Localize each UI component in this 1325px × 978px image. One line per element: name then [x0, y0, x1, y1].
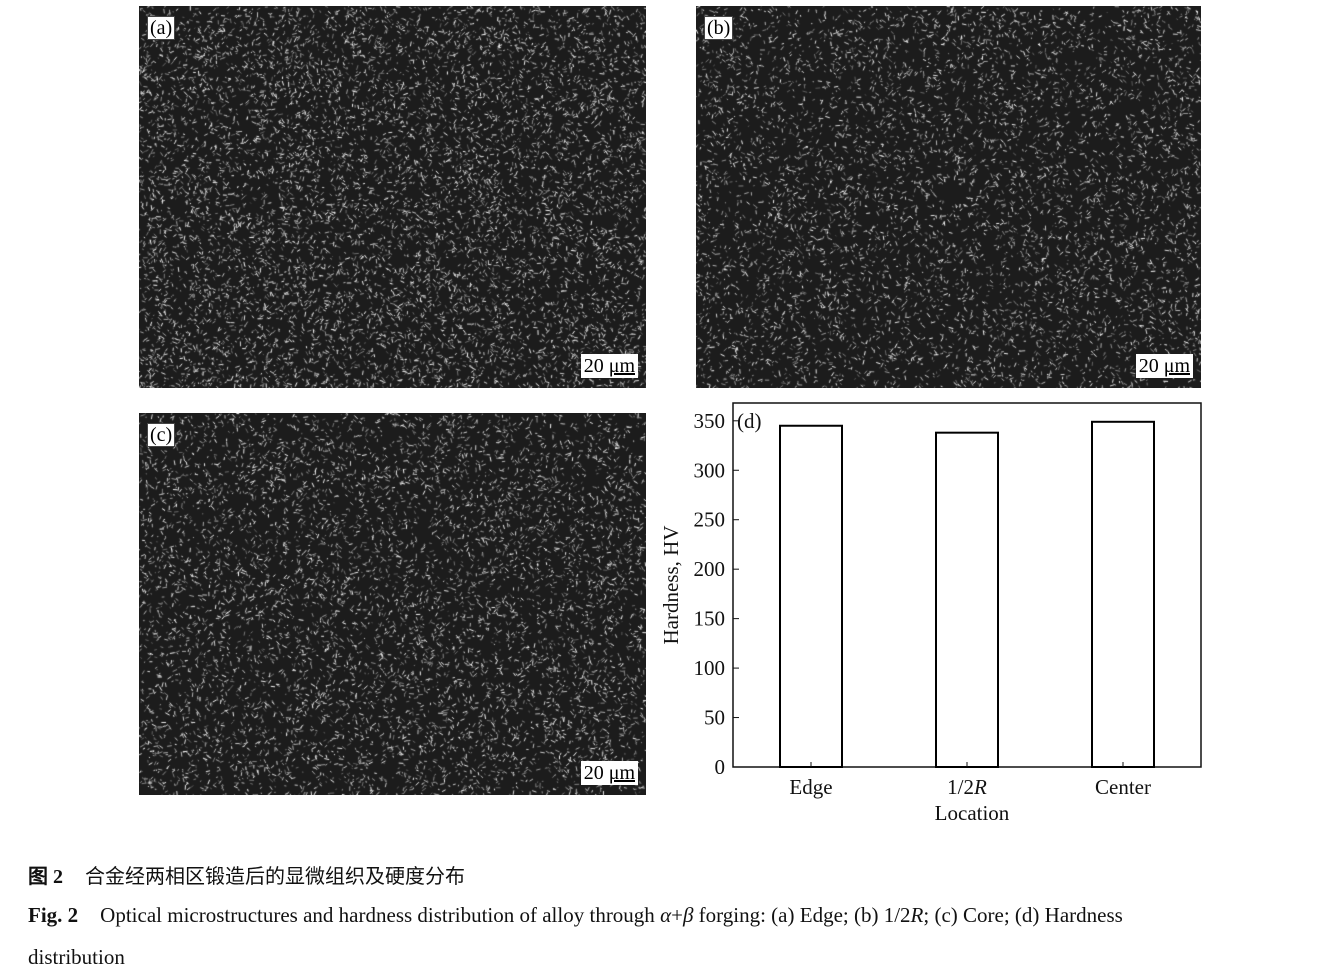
micrograph-b-half-radius: (b) 20 μm [696, 6, 1201, 388]
panel-label: (a) [147, 16, 176, 40]
y-tick-label: 350 [694, 409, 726, 433]
x-tick-label: Center [1095, 775, 1151, 799]
y-tick-label: 200 [694, 557, 726, 581]
micrograph-image [139, 6, 646, 388]
caption-chinese: 图 2 合金经两相区锻造后的显微组织及硬度分布 [28, 860, 465, 889]
micrograph-a-edge: (a) 20 μm [139, 6, 646, 388]
bar-Center [1091, 420, 1155, 768]
caption-cn-text: 合金经两相区锻造后的显微组织及硬度分布 [85, 866, 465, 888]
y-tick-label: 100 [694, 656, 726, 680]
x-axis-label: Location [935, 801, 1010, 825]
x-tick-label: Edge [789, 775, 832, 799]
caption-english: Fig. 2 Optical microstructures and hardne… [28, 903, 1123, 928]
y-axis-label: Hardness, HV [659, 526, 683, 645]
micrograph-c-core: (c) 20 μm [139, 413, 646, 795]
panel-label: (c) [147, 423, 176, 447]
panel-label-d: (d) [737, 409, 762, 433]
caption-alpha: α [660, 903, 672, 927]
scale-bar: 20 μm [1135, 354, 1193, 378]
caption-beta: β [682, 903, 694, 927]
scale-bar: 20 μm [580, 354, 638, 378]
panel-label: (b) [704, 16, 734, 40]
caption-plus: + [671, 903, 683, 927]
micrograph-image [696, 6, 1201, 388]
y-tick-label: 50 [704, 706, 725, 730]
caption-en-label: Fig. 2 [28, 903, 79, 927]
caption-text: ; (c) Core; (d) Hardness [923, 903, 1123, 927]
caption-text: Optical microstructures and hardness dis… [100, 903, 661, 927]
x-tick-label: 1/2R [947, 775, 987, 799]
micrograph-image [139, 413, 646, 795]
y-tick-label: 300 [694, 458, 726, 482]
caption-english-cont: distribution [28, 945, 125, 969]
bar-Edge [779, 424, 843, 768]
caption-R: R [910, 903, 924, 927]
y-tick-label: 150 [694, 607, 726, 631]
scale-bar: 20 μm [580, 761, 638, 785]
caption-text: forging: (a) Edge; (b) 1/2 [693, 903, 911, 927]
bar-1/2R [935, 431, 999, 768]
y-tick-label: 0 [715, 755, 726, 779]
y-tick-label: 250 [694, 508, 726, 532]
caption-cn-label: 图 2 [28, 866, 63, 888]
